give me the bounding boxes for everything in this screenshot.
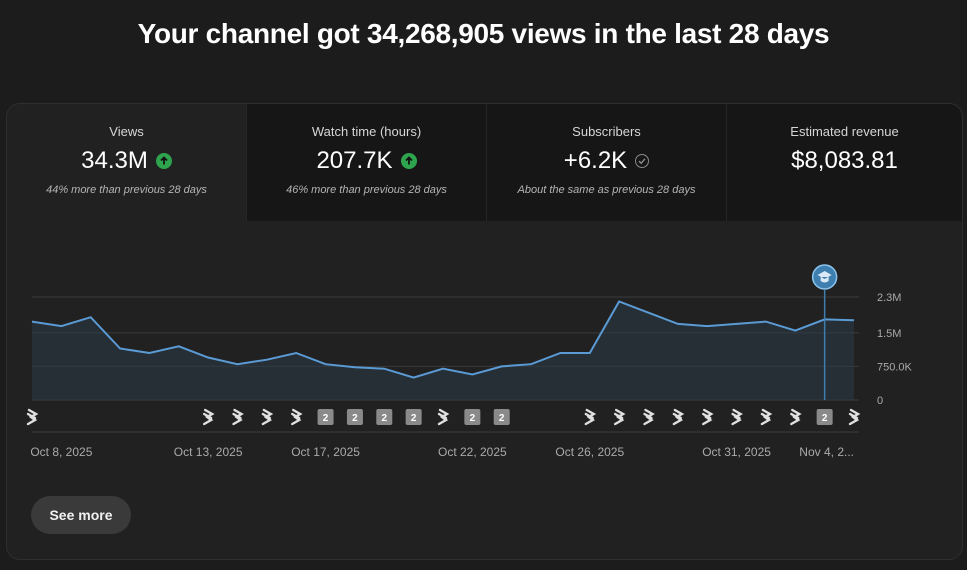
views-chart: 2.3M 1.5M 750.0K 0 2 2 2 2 2 2 2 Oct 8, 2025 Oct 13,… bbox=[26, 264, 913, 459]
analytics-card: Views 34.3M 44% more than previous 28 da… bbox=[6, 103, 963, 560]
data-point bbox=[118, 347, 122, 351]
data-point bbox=[588, 351, 592, 355]
video-upload-marker bbox=[464, 409, 481, 425]
data-point bbox=[470, 372, 474, 376]
shorts-icon bbox=[731, 408, 743, 426]
video-upload-marker bbox=[405, 409, 422, 425]
see-more-button[interactable]: See more bbox=[31, 496, 131, 534]
data-point bbox=[236, 362, 240, 366]
y-tick-label: 2.3M bbox=[877, 292, 901, 304]
data-point bbox=[852, 318, 856, 322]
video-upload-marker bbox=[346, 409, 363, 425]
data-point bbox=[529, 362, 533, 366]
x-tick-label: Oct 22, 2025 bbox=[438, 445, 507, 459]
video-upload-count: 2 bbox=[470, 413, 476, 424]
shorts-icon bbox=[291, 408, 303, 426]
video-upload-count: 2 bbox=[411, 413, 417, 424]
video-upload-count: 2 bbox=[822, 413, 828, 424]
metric-tabs: Views 34.3M 44% more than previous 28 da… bbox=[7, 104, 962, 221]
video-upload-marker bbox=[816, 409, 833, 425]
x-tick-label: Oct 8, 2025 bbox=[30, 445, 92, 459]
shorts-icon bbox=[702, 408, 714, 426]
tab-subscribers-comparison: About the same as previous 28 days bbox=[517, 184, 696, 196]
data-point bbox=[735, 322, 739, 326]
tab-views-comparison: 44% more than previous 28 days bbox=[46, 184, 207, 196]
shorts-icon bbox=[848, 408, 861, 426]
video-upload-marker bbox=[493, 409, 510, 425]
data-point bbox=[89, 315, 93, 319]
tab-subscribers-label: Subscribers bbox=[572, 124, 641, 139]
shorts-icon bbox=[26, 408, 39, 426]
shorts-icon bbox=[232, 408, 244, 426]
tab-watch-time-comparison: 46% more than previous 28 days bbox=[286, 184, 447, 196]
shorts-icon bbox=[261, 408, 274, 426]
video-upload-count: 2 bbox=[382, 413, 388, 424]
tab-revenue-value: $8,083.81 bbox=[791, 147, 898, 174]
x-tick-label: Oct 17, 2025 bbox=[291, 445, 360, 459]
data-point bbox=[793, 329, 797, 333]
check-circle-icon bbox=[635, 154, 650, 168]
shorts-icon bbox=[613, 408, 626, 426]
data-point bbox=[764, 320, 768, 324]
x-tick-label: Nov 4, 2... bbox=[799, 445, 854, 459]
data-point bbox=[441, 367, 445, 371]
tab-views-value: 34.3M bbox=[81, 147, 148, 174]
shorts-icon bbox=[437, 408, 450, 426]
shorts-icon bbox=[760, 408, 773, 426]
video-upload-marker bbox=[317, 409, 334, 425]
video-upload-count: 2 bbox=[499, 413, 505, 424]
data-point bbox=[412, 376, 416, 380]
video-upload-count: 2 bbox=[323, 413, 329, 424]
data-point bbox=[59, 324, 63, 328]
shorts-icon bbox=[790, 408, 802, 426]
arrow-up-circle-icon bbox=[400, 153, 417, 169]
tab-watch-time-value: 207.7K bbox=[316, 147, 393, 174]
tab-views[interactable]: Views 34.3M 44% more than previous 28 da… bbox=[7, 104, 247, 221]
y-tick-label: 0 bbox=[877, 395, 883, 407]
shorts-icon bbox=[672, 408, 685, 426]
page-title: Your channel got 34,268,905 views in the… bbox=[137, 18, 830, 49]
data-point bbox=[353, 365, 357, 369]
x-tick-label: Oct 13, 2025 bbox=[174, 445, 243, 459]
graduation-cap-icon bbox=[817, 271, 832, 283]
data-point bbox=[558, 351, 562, 355]
tab-estimated-revenue[interactable]: Estimated revenue $8,083.81 bbox=[727, 104, 962, 221]
x-tick-label: Oct 31, 2025 bbox=[702, 445, 771, 459]
data-point bbox=[647, 311, 651, 315]
data-point bbox=[294, 351, 298, 355]
shorts-icon bbox=[643, 408, 655, 426]
x-tick-label: Oct 26, 2025 bbox=[555, 445, 624, 459]
arrow-up-circle-icon bbox=[155, 153, 172, 169]
video-upload-count: 2 bbox=[352, 413, 358, 424]
data-point bbox=[500, 364, 504, 368]
y-tick-label: 1.5M bbox=[877, 328, 901, 340]
tab-views-label: Views bbox=[109, 124, 144, 139]
shorts-icon bbox=[202, 408, 215, 426]
data-point bbox=[30, 320, 34, 324]
data-point bbox=[177, 344, 181, 348]
data-point bbox=[705, 324, 709, 328]
views-area bbox=[32, 301, 854, 400]
data-point bbox=[324, 362, 328, 366]
data-point bbox=[206, 355, 210, 359]
views-series-line bbox=[31, 300, 855, 379]
data-point bbox=[382, 367, 386, 371]
tab-subscribers-value: +6.2K bbox=[563, 147, 628, 174]
data-point bbox=[265, 358, 269, 362]
tab-watch-time-label: Watch time (hours) bbox=[311, 124, 422, 139]
y-tick-label: 750.0K bbox=[877, 361, 913, 373]
data-point bbox=[676, 322, 680, 326]
tab-subscribers[interactable]: Subscribers +6.2K About the same as prev… bbox=[487, 104, 727, 221]
data-point bbox=[147, 351, 151, 355]
tab-watch-time[interactable]: Watch time (hours) 207.7K 46% more than … bbox=[247, 104, 487, 221]
video-upload-marker bbox=[376, 409, 393, 425]
data-point bbox=[617, 299, 621, 303]
shorts-icon bbox=[584, 408, 597, 426]
tab-revenue-label: Estimated revenue bbox=[790, 124, 899, 139]
